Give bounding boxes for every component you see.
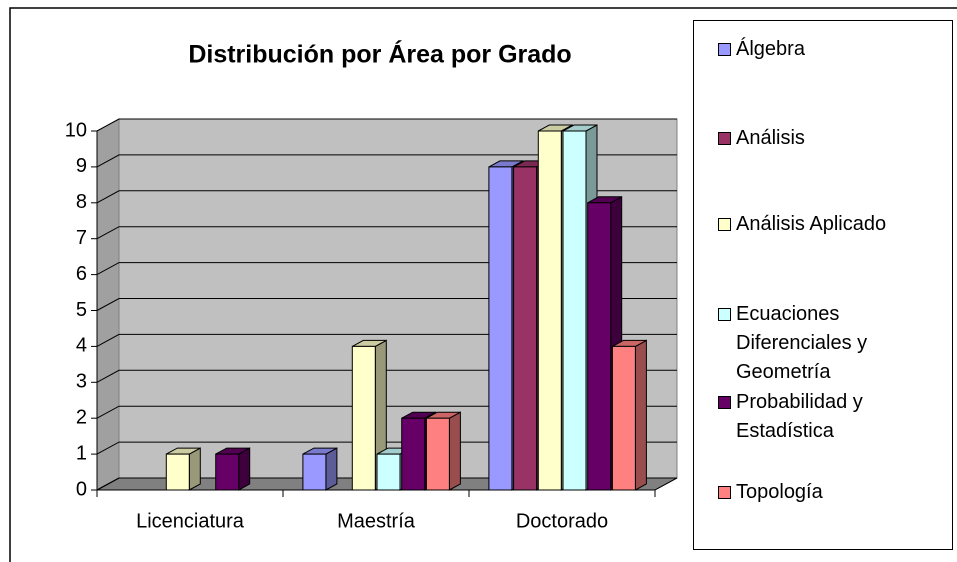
chart-frame	[9, 7, 957, 562]
legend-swatch	[718, 308, 731, 321]
bar-front	[513, 166, 538, 491]
bar-side	[325, 447, 338, 491]
y-tick-label: 0	[76, 478, 87, 500]
legend-label: Álgebra	[736, 38, 805, 60]
bar-front	[488, 166, 513, 491]
y-tick-label: 1	[76, 442, 87, 464]
x-tick-label: Licenciatura	[136, 510, 245, 532]
legend-swatch	[718, 486, 731, 499]
y-tick-label: 3	[76, 371, 87, 393]
legend-entry: Análisis Aplicado	[718, 210, 940, 239]
bar-front	[351, 345, 376, 491]
legend-label: Análisis Aplicado	[736, 213, 887, 235]
bar-front	[401, 417, 426, 491]
legend-swatch	[718, 396, 731, 409]
bar	[165, 447, 201, 491]
grid-line	[96, 118, 677, 132]
bar-front	[611, 345, 636, 491]
y-tick-label: 9	[76, 155, 87, 177]
bar-front	[425, 417, 450, 491]
legend-label: Ecuaciones Diferenciales y Geometría	[736, 303, 868, 383]
y-tick-label: 4	[76, 335, 87, 357]
grid-line	[96, 154, 677, 168]
legend-entry: Probabilidad y Estadística	[718, 388, 940, 446]
legend-entry: Topología	[718, 478, 940, 507]
legend-swatch	[718, 43, 731, 56]
bar-side	[238, 447, 251, 491]
x-tick-label: Maestría	[337, 510, 416, 532]
bar-side	[188, 447, 201, 491]
bar	[302, 447, 338, 491]
y-tick-label: 2	[76, 406, 87, 428]
bar-side	[634, 339, 647, 491]
bar	[425, 411, 461, 491]
y-tick-label: 6	[76, 263, 87, 285]
bar-front	[562, 130, 587, 491]
legend-entry: Ecuaciones Diferenciales y Geometría	[718, 300, 940, 387]
legend: Álgebra Análisis Análisis Aplicado Ecuacion…	[693, 20, 953, 550]
bar-front	[587, 202, 612, 491]
y-tick-label: 7	[76, 227, 87, 249]
y-tick-label: 8	[76, 191, 87, 213]
bar-front	[537, 130, 562, 491]
bar	[215, 447, 251, 491]
bar-front	[376, 453, 401, 491]
chart-title: Distribución por Área por Grado	[188, 40, 571, 69]
legend-label: Probabilidad y Estadística	[736, 391, 863, 442]
y-tick-label: 5	[76, 299, 87, 321]
bar-front	[215, 453, 240, 491]
legend-entry: Álgebra	[718, 35, 940, 64]
bar-front	[302, 453, 327, 491]
bar-side	[448, 411, 461, 491]
bar	[611, 339, 647, 491]
legend-entry: Análisis	[718, 124, 940, 153]
x-tick-label: Doctorado	[516, 510, 608, 532]
legend-swatch	[718, 132, 731, 145]
bar-front	[165, 453, 190, 491]
y-tick-label: 10	[65, 119, 87, 141]
legend-swatch	[718, 218, 731, 231]
legend-label: Análisis	[736, 127, 805, 149]
legend-label: Topología	[736, 481, 823, 503]
